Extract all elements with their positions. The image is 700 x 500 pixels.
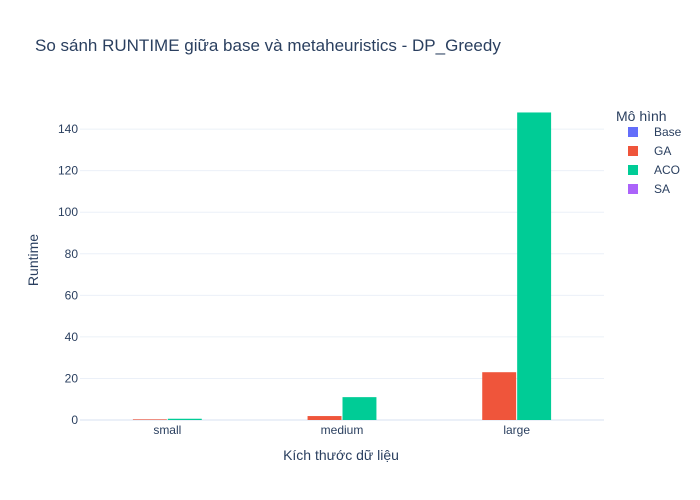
y-tick-label-40: 40 [65,330,79,344]
y-axis-title: Runtime [25,234,41,286]
y-tick-label-140: 140 [58,122,78,136]
x-tick-label-medium: medium [321,423,364,437]
legend-label-ga[interactable]: GA [654,144,671,158]
legend-label-sa[interactable]: SA [654,182,670,196]
grid-lines [80,128,604,421]
legend-swatch-ga[interactable] [628,146,638,156]
bar-aco-small [167,418,202,420]
legend-title: Mô hình [616,108,667,124]
bar-ga-medium [307,416,342,420]
bars [132,112,552,420]
bar-ga-small [132,419,167,420]
legend: Mô hình Base GA ACO SA [616,108,682,196]
y-tick-labels: 0 20 40 60 80 100 120 140 [58,122,78,427]
y-tick-label-20: 20 [65,371,79,385]
y-tick-label-120: 120 [58,164,78,178]
legend-label-base[interactable]: Base [654,125,682,139]
x-axis-title: Kích thước dữ liệu [283,447,399,463]
legend-swatch-aco[interactable] [628,165,638,175]
legend-swatch-base[interactable] [628,127,638,137]
chart-title: So sánh RUNTIME giữa base và metaheurist… [35,36,501,55]
bar-aco-medium [342,397,377,420]
legend-label-aco[interactable]: ACO [654,163,680,177]
y-tick-label-60: 60 [65,288,79,302]
bar-ga-large [482,372,517,420]
x-tick-label-large: large [503,423,530,437]
y-tick-label-100: 100 [58,205,78,219]
y-tick-label-80: 80 [65,247,79,261]
x-tick-labels: small medium large [153,423,530,437]
y-tick-label-0: 0 [71,413,78,427]
legend-swatch-sa[interactable] [628,184,638,194]
x-tick-label-small: small [153,423,181,437]
bar-aco-large [517,112,552,420]
